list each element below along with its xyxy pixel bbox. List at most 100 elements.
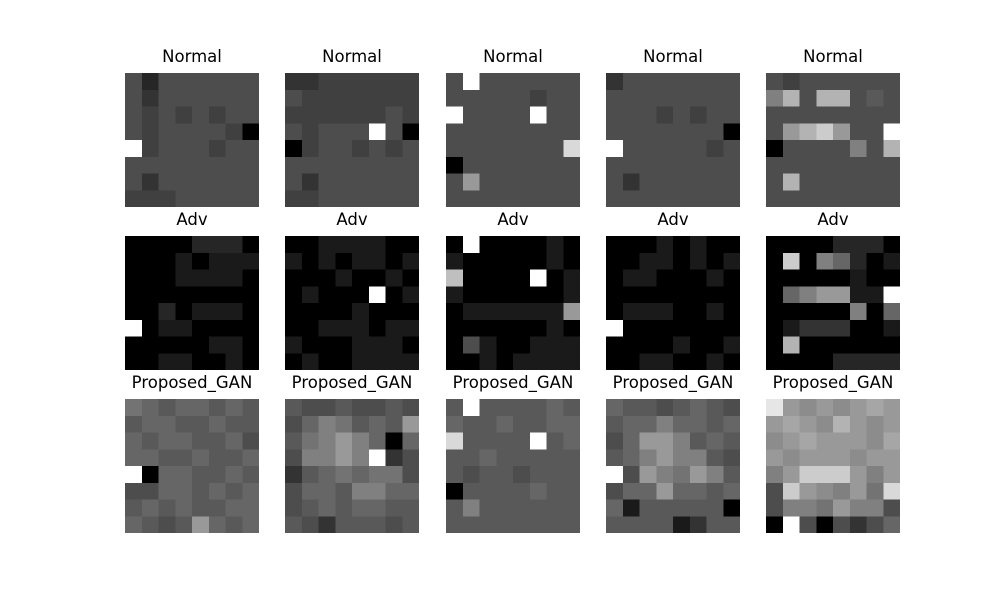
pixel-cell	[529, 106, 547, 124]
pixel-cell	[529, 319, 547, 337]
pixel-cell	[546, 140, 564, 158]
pixel-cell	[782, 123, 800, 141]
pixel-cell	[318, 516, 336, 533]
pixel-cell	[242, 123, 259, 141]
pixel-cell	[175, 516, 193, 533]
pixel-cell	[622, 336, 640, 354]
pixel-cell	[622, 415, 640, 433]
pixel-cell	[479, 140, 497, 158]
pixel-cell	[622, 432, 640, 450]
pixel-cell	[225, 156, 243, 174]
pixel-cell	[208, 236, 226, 254]
pixel-cell	[689, 269, 707, 287]
pixel-cell	[866, 415, 884, 433]
pixel-cell	[141, 140, 159, 158]
pixel-cell	[175, 140, 193, 158]
pixel-cell	[529, 156, 547, 174]
pixel-cell	[799, 353, 817, 370]
pixel-cell	[799, 252, 817, 270]
pixel-grid	[606, 73, 740, 207]
pixel-cell	[656, 269, 674, 287]
pixel-cell	[766, 432, 784, 450]
pixel-cell	[673, 89, 691, 107]
pixel-cell	[706, 140, 724, 158]
pixel-cell	[462, 466, 480, 484]
pixel-cell	[175, 269, 193, 287]
pixel-cell	[689, 140, 707, 158]
pixel-cell	[242, 516, 259, 533]
pixel-cell	[479, 269, 497, 287]
pixel-cell	[833, 106, 851, 124]
pixel-cell	[546, 482, 564, 500]
pixel-cell	[141, 286, 159, 304]
pixel-cell	[656, 173, 674, 191]
pixel-cell	[368, 89, 386, 107]
pixel-cell	[352, 415, 370, 433]
pixel-cell	[208, 89, 226, 107]
pixel-cell	[368, 482, 386, 500]
pixel-cell	[479, 286, 497, 304]
pixel-cell	[689, 415, 707, 433]
pixel-cell	[622, 252, 640, 270]
pixel-cell	[766, 252, 784, 270]
pixel-cell	[883, 319, 900, 337]
pixel-grid	[606, 236, 740, 370]
pixel-cell	[639, 106, 657, 124]
panel-title: Normal	[322, 47, 382, 66]
pixel-cell	[335, 319, 353, 337]
pixel-cell	[479, 432, 497, 450]
pixel-cell	[446, 106, 464, 124]
pixel-cell	[158, 303, 176, 321]
pixel-cell	[546, 415, 564, 433]
pixel-cell	[301, 303, 319, 321]
pixel-cell	[606, 499, 624, 517]
pixel-cell	[301, 236, 319, 254]
pixel-cell	[782, 319, 800, 337]
pixel-cell	[766, 286, 784, 304]
pixel-cell	[285, 190, 303, 207]
pixel-cell	[639, 140, 657, 158]
pixel-cell	[192, 73, 210, 91]
pixel-cell	[673, 269, 691, 287]
pixel-cell	[462, 190, 480, 207]
pixel-cell	[368, 269, 386, 287]
pixel-cell	[723, 286, 740, 304]
pixel-cell	[141, 399, 159, 417]
pixel-cell	[318, 466, 336, 484]
pixel-cell	[849, 482, 867, 500]
pixel-cell	[285, 286, 303, 304]
pixel-cell	[335, 252, 353, 270]
pixel-cell	[782, 190, 800, 207]
pixel-cell	[766, 173, 784, 191]
pixel-cell	[513, 252, 531, 270]
pixel-cell	[723, 516, 740, 533]
pixel-cell	[816, 140, 834, 158]
pixel-cell	[385, 303, 403, 321]
panel-title: Normal	[162, 47, 222, 66]
pixel-cell	[673, 482, 691, 500]
pixel-cell	[158, 89, 176, 107]
pixel-cell	[689, 466, 707, 484]
pixel-cell	[706, 399, 724, 417]
pixel-cell	[318, 303, 336, 321]
pixel-cell	[158, 190, 176, 207]
pixel-grid	[446, 236, 580, 370]
pixel-cell	[639, 123, 657, 141]
pixel-cell	[479, 319, 497, 337]
pixel-cell	[639, 499, 657, 517]
pixel-cell	[141, 499, 159, 517]
pixel-cell	[462, 399, 480, 417]
pixel-cell	[318, 123, 336, 141]
pixel-cell	[479, 399, 497, 417]
pixel-cell	[782, 353, 800, 370]
pixel-cell	[849, 516, 867, 533]
pixel-cell	[563, 156, 580, 174]
pixel-cell	[385, 190, 403, 207]
pixel-cell	[479, 482, 497, 500]
pixel-cell	[782, 303, 800, 321]
pixel-cell	[622, 190, 640, 207]
pixel-cell	[368, 415, 386, 433]
pixel-cell	[462, 252, 480, 270]
pixel-cell	[546, 269, 564, 287]
pixel-cell	[402, 123, 419, 141]
